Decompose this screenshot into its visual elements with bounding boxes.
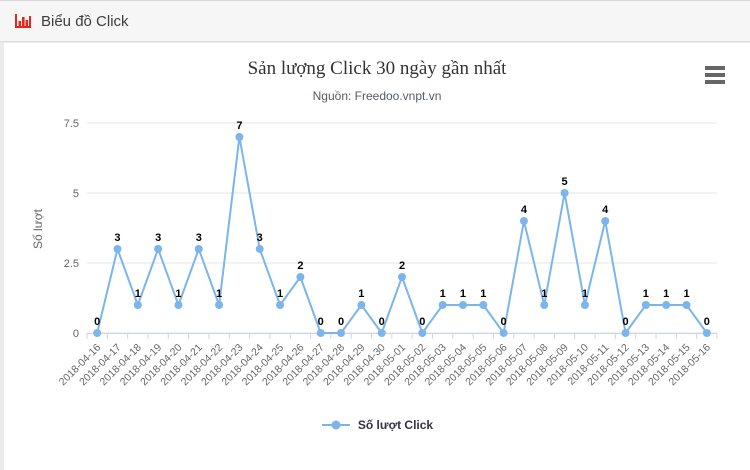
data-label: 4 (521, 204, 528, 216)
data-label: 1 (216, 288, 222, 300)
data-label: 1 (582, 288, 588, 300)
data-point[interactable] (499, 329, 508, 337)
data-label: 2 (399, 260, 405, 272)
data-label: 7 (236, 120, 242, 132)
series-line (96, 136, 708, 334)
data-label: 1 (663, 288, 669, 300)
data-label: 1 (440, 288, 446, 300)
data-label: 1 (135, 288, 141, 300)
legend-item[interactable]: Số lượt Click (4, 418, 750, 432)
hamburger-icon (705, 73, 725, 77)
data-point[interactable] (276, 301, 285, 309)
chart-plot: 02.557.52018-04-162018-04-172018-04-1820… (31, 118, 718, 388)
data-label: 4 (602, 204, 609, 216)
data-point[interactable] (580, 301, 589, 309)
data-point[interactable] (113, 245, 122, 253)
y-axis-title: Số lượt (31, 208, 45, 249)
data-point[interactable] (621, 329, 630, 337)
data-label: 0 (94, 316, 100, 328)
legend-marker-icon (321, 420, 350, 430)
data-point[interactable] (337, 329, 346, 337)
data-point[interactable] (560, 189, 569, 197)
data-point[interactable] (235, 133, 244, 141)
data-point[interactable] (601, 217, 610, 225)
data-point[interactable] (702, 329, 711, 337)
data-point[interactable] (682, 301, 691, 309)
hamburger-icon (705, 80, 725, 84)
data-point[interactable] (174, 301, 183, 309)
data-point[interactable] (662, 301, 671, 309)
data-point[interactable] (519, 217, 528, 225)
data-label: 3 (114, 232, 120, 244)
hamburger-icon (705, 66, 725, 70)
data-label: 1 (175, 288, 181, 300)
widget-title: Biểu đồ Click (41, 12, 129, 30)
data-point[interactable] (458, 301, 467, 309)
data-label: 0 (501, 316, 507, 328)
data-label: 1 (480, 288, 486, 300)
chart-card: 0 2.5 5 7.5 2018-04-16 2018-04-17 2018-04-18 20… (4, 43, 750, 470)
data-point[interactable] (154, 245, 163, 253)
widget-header: Biểu đồ Click (0, 0, 750, 42)
data-point[interactable] (133, 301, 142, 309)
legend-label: Số lượt Click (357, 418, 434, 432)
y-tick-label: 0 (73, 328, 79, 340)
data-point[interactable] (377, 329, 386, 337)
bar-chart-icon (15, 14, 31, 28)
data-label: 5 (562, 176, 568, 188)
data-label: 3 (155, 232, 161, 244)
data-point[interactable] (316, 329, 325, 337)
data-label: 0 (379, 316, 385, 328)
data-label: 1 (358, 288, 364, 300)
data-label: 3 (257, 232, 263, 244)
data-point[interactable] (438, 301, 447, 309)
data-point[interactable] (194, 245, 203, 253)
data-label: 0 (318, 316, 324, 328)
data-label: 0 (419, 316, 425, 328)
data-label: 1 (460, 288, 466, 300)
y-tick-label: 2.5 (64, 258, 79, 270)
chart-menu-button[interactable] (705, 66, 727, 84)
y-tick-label: 5 (73, 188, 79, 200)
data-label: 1 (643, 288, 649, 300)
chart-subtitle: Nguồn: Freedoo.vnpt.vn (312, 89, 442, 103)
data-label: 2 (297, 260, 303, 272)
data-point[interactable] (540, 301, 549, 309)
data-label: 0 (338, 316, 344, 328)
data-point[interactable] (215, 301, 224, 309)
data-point[interactable] (93, 329, 102, 337)
data-point[interactable] (418, 329, 427, 337)
data-label: 1 (683, 288, 689, 300)
data-label: 0 (704, 316, 710, 328)
data-point[interactable] (296, 273, 305, 281)
data-label: 1 (277, 288, 283, 300)
chart-title: Sản lượng Click 30 ngày gần nhất (247, 58, 507, 79)
data-point[interactable] (479, 301, 488, 309)
y-tick-label: 7.5 (64, 118, 79, 130)
data-label: 0 (622, 316, 628, 328)
data-point[interactable] (641, 301, 650, 309)
data-point[interactable] (255, 245, 264, 253)
data-point[interactable] (398, 273, 406, 281)
data-point[interactable] (357, 301, 366, 309)
data-label: 3 (196, 232, 202, 244)
data-label: 1 (541, 288, 547, 300)
